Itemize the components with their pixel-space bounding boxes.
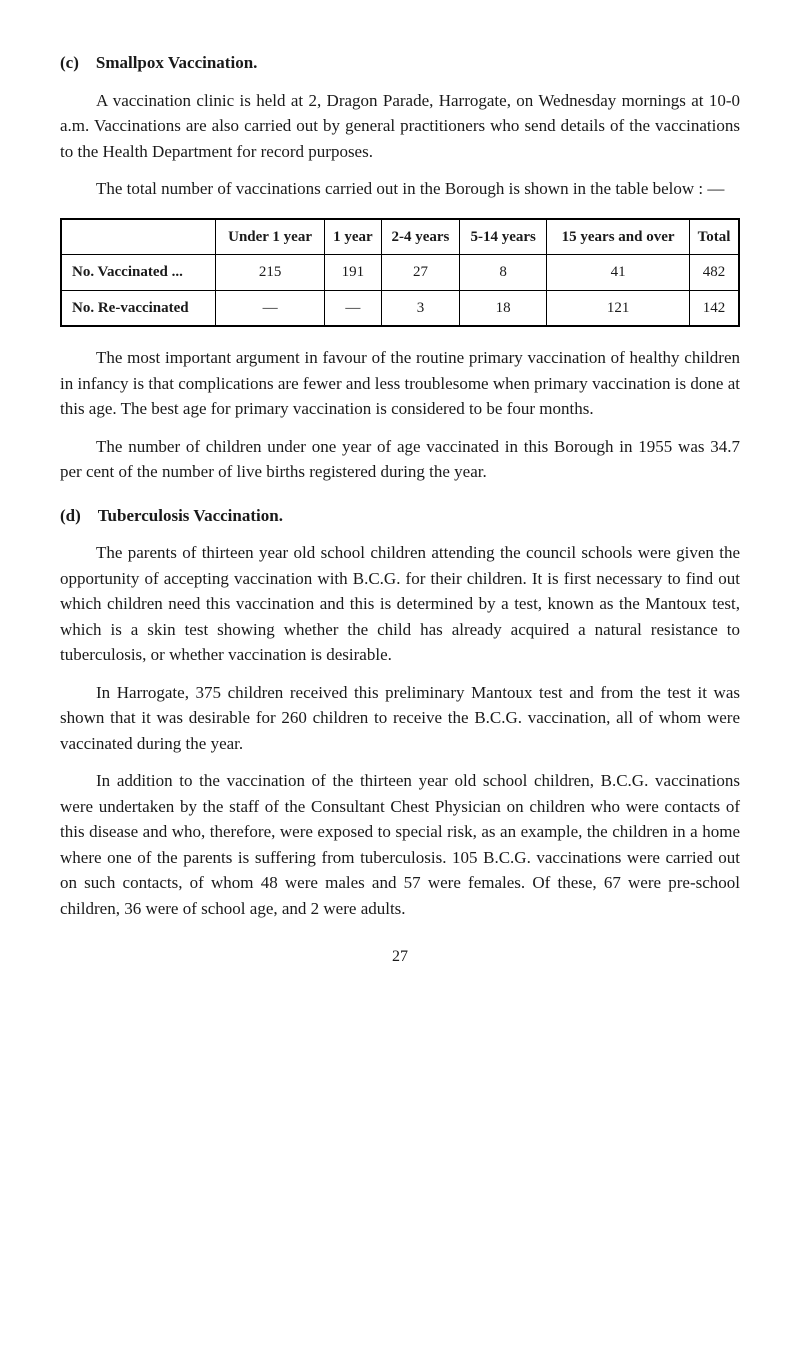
section-c-para-3: The most important argument in favour of… [60, 345, 740, 422]
section-c-para-4: The number of children under one year of… [60, 434, 740, 485]
cell: 191 [324, 255, 381, 291]
col-total: Total [689, 219, 739, 255]
section-c-para-1: A vaccination clinic is held at 2, Drago… [60, 88, 740, 165]
cell: — [216, 290, 325, 326]
table-row: No. Vaccinated ... 215 191 27 8 41 482 [61, 255, 739, 291]
col-under-1: Under 1 year [216, 219, 325, 255]
section-c-heading: (c) Smallpox Vaccination. [60, 50, 740, 76]
section-c-para-2: The total number of vaccinations carried… [60, 176, 740, 202]
cell: 215 [216, 255, 325, 291]
section-d-para-2: In Harrogate, 375 children received this… [60, 680, 740, 757]
cell: 142 [689, 290, 739, 326]
cell: — [324, 290, 381, 326]
cell: 27 [381, 255, 459, 291]
section-d-para-3: In addition to the vaccination of the th… [60, 768, 740, 921]
col-1-year: 1 year [324, 219, 381, 255]
cell: 18 [460, 290, 547, 326]
cell: 41 [547, 255, 690, 291]
col-5-14: 5-14 years [460, 219, 547, 255]
col-15-over: 15 years and over [547, 219, 690, 255]
cell: 121 [547, 290, 690, 326]
row-revaccinated-label: No. Re-vaccinated [61, 290, 216, 326]
section-d-para-1: The parents of thirteen year old school … [60, 540, 740, 668]
col-blank [61, 219, 216, 255]
vaccination-table: Under 1 year 1 year 2-4 years 5-14 years… [60, 218, 740, 328]
section-d-heading: (d) Tuberculosis Vaccination. [60, 503, 740, 529]
col-2-4: 2-4 years [381, 219, 459, 255]
table-header-row: Under 1 year 1 year 2-4 years 5-14 years… [61, 219, 739, 255]
cell: 8 [460, 255, 547, 291]
cell: 3 [381, 290, 459, 326]
row-vaccinated-label: No. Vaccinated ... [61, 255, 216, 291]
cell: 482 [689, 255, 739, 291]
page-number: 27 [60, 945, 740, 969]
table-row: No. Re-vaccinated — — 3 18 121 142 [61, 290, 739, 326]
